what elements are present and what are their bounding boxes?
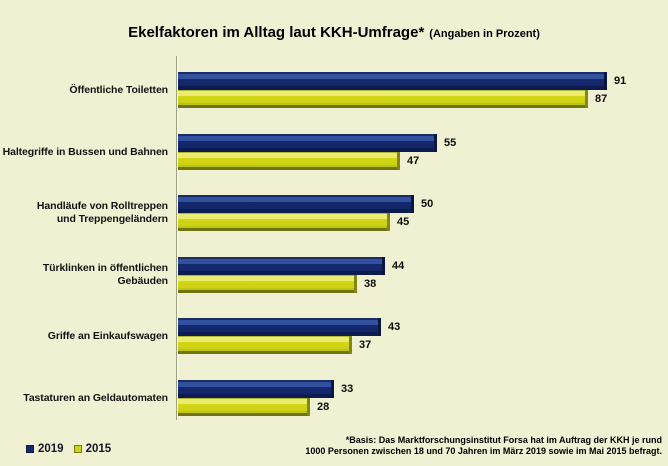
value-label-2015: 45 [397,216,410,228]
legend-label-2015: 2015 [85,443,112,455]
footnote-line-1: *Basis: Das Marktforschungsinstitut Fors… [345,435,662,445]
bar-2015 [178,336,352,354]
category-label: Griffe an Einkaufswagen [47,329,168,342]
legend-swatch-2015 [73,445,82,453]
legend-item-2015: 2015 [73,443,112,455]
chart-legend: 2019 2015 [26,443,111,455]
bar-2019 [178,72,607,90]
value-label-2015: 28 [317,401,330,413]
category-label: Tastaturen an Geldautomaten [23,391,168,404]
footnote: *Basis: Das Marktforschungsinstitut Fors… [305,435,662,457]
category-label: Handläufe von Rolltreppen und Treppengel… [36,200,168,225]
bar-2015 [178,398,310,416]
value-label-2019: 55 [444,137,457,149]
value-label-2019: 50 [421,198,434,210]
bar-2019 [178,134,437,152]
value-label-2015: 37 [359,339,372,351]
bar-2019 [178,257,385,275]
legend-item-2019: 2019 [26,443,64,455]
value-label-2015: 87 [595,93,608,105]
bar-2015 [178,275,357,293]
value-label-2019: 33 [341,383,354,395]
value-label-2015: 47 [407,155,420,167]
legend-swatch-2019 [26,445,34,453]
bar-2015 [178,90,588,108]
bar-2015 [178,152,400,170]
bar-2019 [178,380,334,398]
category-label: Öffentliche Toiletten [69,83,168,96]
value-label-2019: 43 [388,321,401,333]
category-label: Haltegriffe in Bussen und Bahnen [2,145,169,158]
bar-2015 [178,213,390,231]
category-label: Türklinken in öffentlichen Gebäuden [42,262,168,287]
footnote-line-2: 1000 Personen zwischen 18 und 70 Jahren … [305,446,662,456]
value-label-2019: 91 [614,75,627,87]
chart-title-suffix: (Angaben in Prozent) [429,28,540,40]
value-label-2019: 44 [392,260,405,272]
y-axis-line [176,56,178,420]
bar-2019 [178,318,381,336]
value-label-2015: 38 [364,278,377,290]
bar-2019 [178,195,414,213]
chart-title: Ekelfaktoren im Alltag laut KKH-Umfrage*… [0,24,668,42]
chart-title-main: Ekelfaktoren im Alltag laut KKH-Umfrage* [128,24,425,41]
legend-label-2019: 2019 [38,443,64,455]
